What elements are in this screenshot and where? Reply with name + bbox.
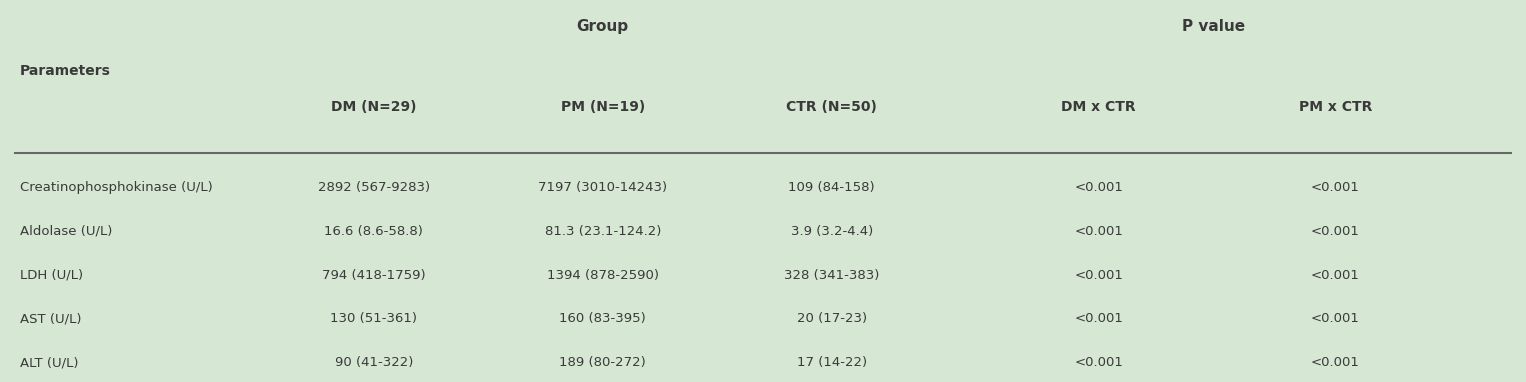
- Text: DM (N=29): DM (N=29): [331, 100, 417, 114]
- Text: <0.001: <0.001: [1311, 181, 1360, 194]
- Text: <0.001: <0.001: [1074, 269, 1123, 282]
- Text: <0.001: <0.001: [1074, 225, 1123, 238]
- Text: 160 (83-395): 160 (83-395): [560, 312, 645, 325]
- Text: DM x CTR: DM x CTR: [1062, 100, 1135, 114]
- Text: 109 (84-158): 109 (84-158): [789, 181, 874, 194]
- Text: 189 (80-272): 189 (80-272): [560, 356, 645, 369]
- Text: <0.001: <0.001: [1074, 181, 1123, 194]
- Text: 7197 (3010-14243): 7197 (3010-14243): [539, 181, 667, 194]
- Text: AST (U/L): AST (U/L): [20, 312, 81, 325]
- Text: 1394 (878-2590): 1394 (878-2590): [546, 269, 659, 282]
- Text: Creatinophosphokinase (U/L): Creatinophosphokinase (U/L): [20, 181, 212, 194]
- Text: 3.9 (3.2-4.4): 3.9 (3.2-4.4): [790, 225, 873, 238]
- Text: 2892 (567-9283): 2892 (567-9283): [317, 181, 430, 194]
- Text: 794 (418-1759): 794 (418-1759): [322, 269, 426, 282]
- Text: 90 (41-322): 90 (41-322): [334, 356, 414, 369]
- Text: P value: P value: [1181, 19, 1245, 34]
- Text: Parameters: Parameters: [20, 64, 111, 78]
- Text: 81.3 (23.1-124.2): 81.3 (23.1-124.2): [545, 225, 661, 238]
- Text: <0.001: <0.001: [1311, 269, 1360, 282]
- Text: 130 (51-361): 130 (51-361): [330, 312, 418, 325]
- Text: PM x CTR: PM x CTR: [1299, 100, 1372, 114]
- Text: <0.001: <0.001: [1311, 356, 1360, 369]
- Text: <0.001: <0.001: [1074, 356, 1123, 369]
- Text: PM (N=19): PM (N=19): [560, 100, 645, 114]
- Text: 20 (17-23): 20 (17-23): [797, 312, 867, 325]
- Text: 16.6 (8.6-58.8): 16.6 (8.6-58.8): [325, 225, 423, 238]
- Text: LDH (U/L): LDH (U/L): [20, 269, 82, 282]
- Text: Aldolase (U/L): Aldolase (U/L): [20, 225, 113, 238]
- Text: 328 (341-383): 328 (341-383): [784, 269, 879, 282]
- Text: CTR (N=50): CTR (N=50): [786, 100, 877, 114]
- Text: <0.001: <0.001: [1311, 225, 1360, 238]
- Text: <0.001: <0.001: [1074, 312, 1123, 325]
- Text: <0.001: <0.001: [1311, 312, 1360, 325]
- Text: ALT (U/L): ALT (U/L): [20, 356, 78, 369]
- Text: 17 (14-22): 17 (14-22): [797, 356, 867, 369]
- Text: Group: Group: [577, 19, 629, 34]
